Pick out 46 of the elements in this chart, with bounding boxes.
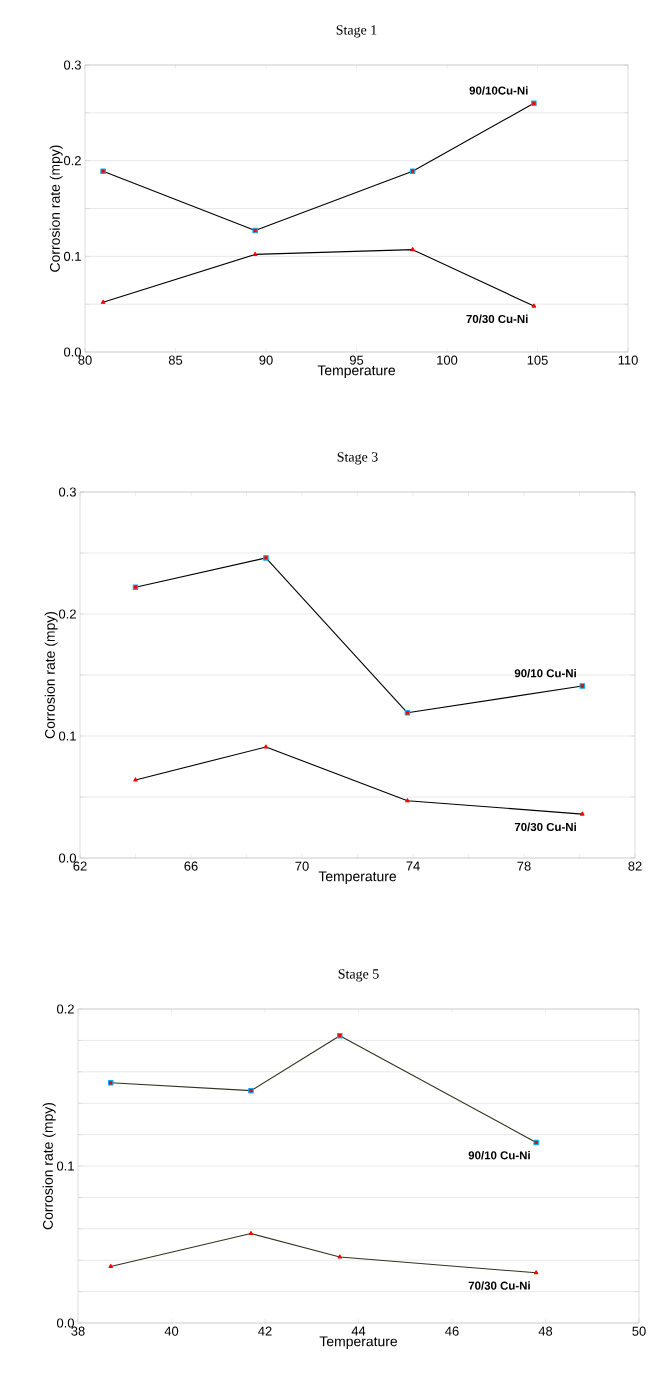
x-axis-title: Temperature [318, 871, 397, 885]
y-tick-label: 0.2 [56, 1004, 74, 1014]
x-tick-label: 48 [538, 1326, 553, 1336]
y-tick-label: 0.3 [63, 60, 81, 70]
x-tick-label: 90 [259, 355, 273, 365]
y-tick-label: 0.0 [58, 853, 76, 863]
y-tick-label: 0.2 [58, 609, 76, 619]
x-tick-label: 82 [628, 861, 642, 871]
y-axis-title: Corrosion rate (mpy) [44, 611, 58, 739]
x-tick-label: 70 [295, 861, 309, 871]
x-axis-title: Temperature [319, 1336, 398, 1350]
y-tick-label: 0.1 [56, 1161, 74, 1171]
x-tick-label: 85 [168, 355, 183, 365]
x-tick-label: 44 [351, 1326, 366, 1336]
chart-title: Stage 1 [336, 25, 377, 38]
chart-title: Stage 5 [338, 969, 379, 982]
x-tick-label: 100 [437, 355, 458, 365]
series-label: 90/10Cu-Ni [469, 86, 528, 95]
y-axis-title: Corrosion rate (mpy) [49, 145, 63, 272]
x-tick-label: 46 [445, 1326, 459, 1336]
y-tick-label: 0.0 [63, 347, 81, 357]
x-tick-label: 74 [406, 861, 420, 871]
x-tick-label: 110 [618, 355, 638, 365]
series-label: 70/30 Cu-Ni [468, 1281, 530, 1290]
y-tick-label: 0.1 [63, 251, 81, 261]
series-label: 70/30 Cu-Ni [514, 822, 576, 832]
x-tick-label: 105 [527, 355, 548, 365]
y-axis-title: Corrosion rate (mpy) [42, 1102, 56, 1230]
x-tick-label: 42 [258, 1326, 272, 1336]
y-tick-label: 0.0 [56, 1318, 74, 1328]
x-tick-label: 78 [517, 861, 531, 871]
x-tick-label: 80 [78, 355, 92, 365]
x-axis-title: Temperature [317, 365, 396, 379]
x-tick-label: 50 [632, 1326, 646, 1336]
x-tick-label: 40 [164, 1326, 179, 1336]
series-label: 90/10 Cu-Ni [514, 668, 576, 678]
x-tick-label: 95 [349, 355, 364, 365]
x-tick-label: 62 [73, 861, 87, 871]
x-tick-label: 38 [71, 1326, 85, 1336]
x-tick-label: 66 [184, 861, 198, 871]
y-tick-label: 0.3 [58, 487, 76, 497]
series-label: 90/10 Cu-Ni [468, 1150, 530, 1160]
series-label: 70/30 Cu-Ni [466, 314, 528, 324]
y-tick-label: 0.2 [63, 156, 81, 166]
chart-title: Stage 3 [337, 452, 378, 465]
y-tick-label: 0.1 [58, 731, 76, 741]
